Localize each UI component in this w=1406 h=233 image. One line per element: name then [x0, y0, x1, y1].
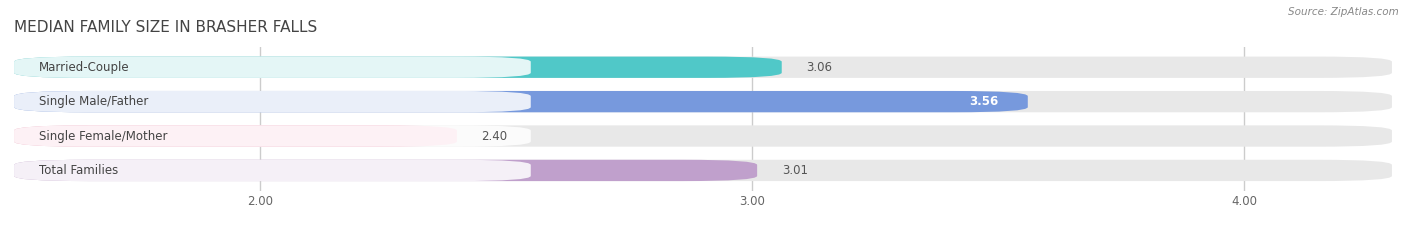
Text: 3.06: 3.06 — [806, 61, 832, 74]
Text: 2.40: 2.40 — [481, 130, 508, 143]
Text: Total Families: Total Families — [38, 164, 118, 177]
Text: MEDIAN FAMILY SIZE IN BRASHER FALLS: MEDIAN FAMILY SIZE IN BRASHER FALLS — [14, 20, 318, 35]
Text: Source: ZipAtlas.com: Source: ZipAtlas.com — [1288, 7, 1399, 17]
Text: 3.56: 3.56 — [969, 95, 998, 108]
FancyBboxPatch shape — [14, 160, 756, 181]
FancyBboxPatch shape — [14, 91, 1392, 112]
Text: Single Male/Father: Single Male/Father — [38, 95, 148, 108]
FancyBboxPatch shape — [14, 91, 530, 112]
FancyBboxPatch shape — [14, 125, 1392, 147]
FancyBboxPatch shape — [14, 57, 530, 78]
FancyBboxPatch shape — [14, 160, 1392, 181]
Text: 3.01: 3.01 — [782, 164, 807, 177]
Text: Single Female/Mother: Single Female/Mother — [38, 130, 167, 143]
FancyBboxPatch shape — [14, 91, 1028, 112]
FancyBboxPatch shape — [14, 57, 1392, 78]
Text: Married-Couple: Married-Couple — [38, 61, 129, 74]
FancyBboxPatch shape — [14, 57, 782, 78]
FancyBboxPatch shape — [14, 125, 457, 147]
FancyBboxPatch shape — [14, 125, 530, 147]
FancyBboxPatch shape — [14, 160, 530, 181]
